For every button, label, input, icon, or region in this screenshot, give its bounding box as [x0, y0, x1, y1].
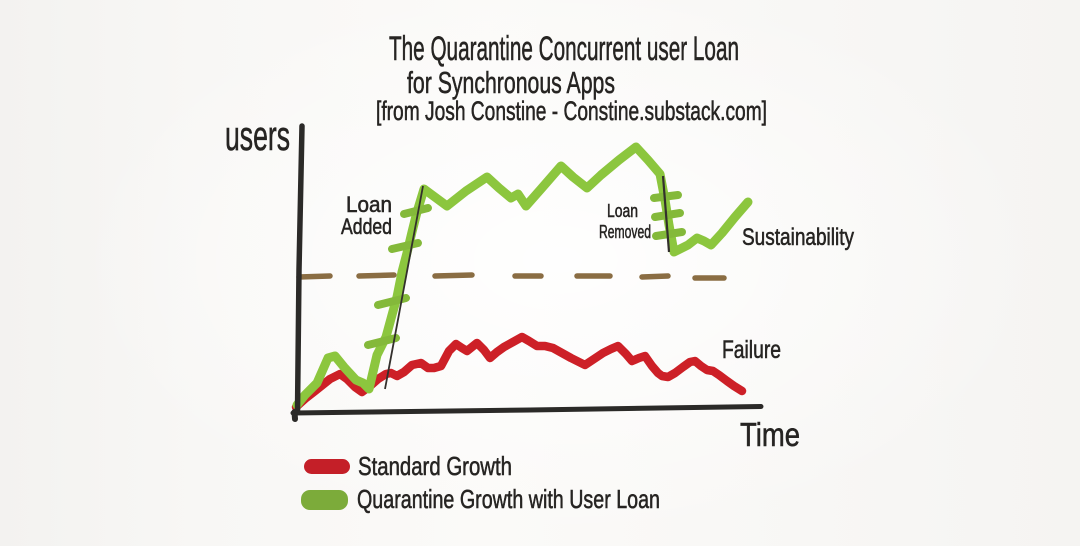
svg-text:The Quarantine Concurrent user: The Quarantine Concurrent user Loan — [389, 30, 739, 68]
svg-text:Loan: Loan — [607, 201, 638, 221]
svg-text:Added: Added — [341, 214, 392, 239]
svg-text:Sustainability: Sustainability — [742, 224, 854, 251]
svg-text:Quarantine Growth with User Lo: Quarantine Growth with User Loan — [357, 484, 660, 514]
svg-text:Failure: Failure — [722, 336, 781, 364]
svg-text:Loan: Loan — [346, 192, 392, 217]
svg-text:users: users — [225, 112, 290, 159]
svg-text:Time: Time — [740, 416, 800, 453]
svg-text:[from Josh Constine - Constine: [from Josh Constine - Constine.substack.… — [376, 96, 767, 126]
svg-text:Standard Growth: Standard Growth — [358, 451, 512, 481]
svg-text:Removed: Removed — [599, 222, 651, 242]
svg-text:for Synchronous Apps: for Synchronous Apps — [407, 65, 615, 100]
